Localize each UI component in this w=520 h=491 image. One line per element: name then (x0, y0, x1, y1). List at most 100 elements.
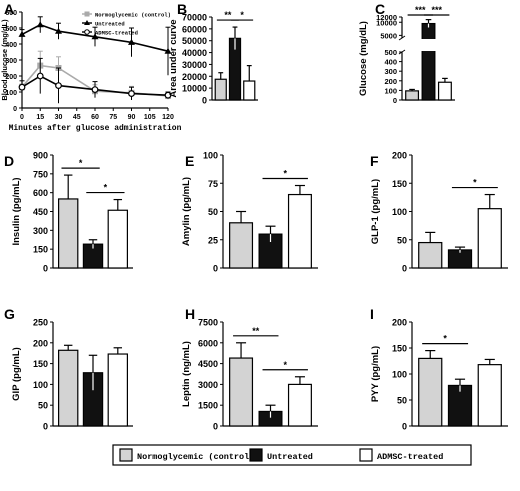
x-tick-label: 0 (20, 114, 24, 121)
y-tick-label: 0 (393, 96, 397, 105)
y-axis-label: Amylin (pg/mL) (181, 177, 192, 246)
y-tick-label: 100 (392, 370, 407, 380)
data-point-admsc (18, 83, 26, 91)
y-tick-label: 40000 (182, 48, 207, 58)
y-tick-label: 600 (33, 188, 48, 198)
panel-letter-A: A (4, 1, 14, 17)
y-tick-label: 150 (33, 359, 48, 369)
y-tick-label: 0 (402, 422, 407, 432)
legend-label-admsc: ADMSC-treated (377, 452, 443, 462)
legend-marker-untreated (84, 20, 90, 25)
data-point-admsc (91, 86, 99, 93)
y-axis-label: GLP-1 (pg/mL) (370, 179, 381, 244)
y-tick-label: 12000 (376, 13, 397, 22)
significance-label: *** (415, 5, 426, 15)
y-tick-label: 100 (5, 90, 17, 97)
significance-label: ** (224, 10, 232, 20)
y-tick-label: 0 (213, 422, 218, 432)
y-tick-label: 0 (402, 264, 407, 274)
bar-admsc (477, 208, 502, 269)
y-tick-label: 450 (33, 207, 48, 217)
y-tick-label: 50000 (182, 36, 207, 46)
legend-label: Normoglycemic (control) (95, 12, 171, 19)
panel-E: 0 25 50 75 100 Amylin (pg/mL) * (181, 151, 318, 274)
y-tick-label: 300 (5, 58, 17, 65)
y-tick-label: 250 (33, 318, 48, 328)
panel-A: 0 100 200 300 400 500 600 0 15 30 45 60 75 90 105 120 Mi… (0, 10, 182, 133)
y-axis-label: Insulin (pg/mL) (11, 177, 22, 245)
legend-label: ADMSC-treated (95, 30, 138, 37)
axis-break-mark (398, 35, 406, 41)
axis-break-gap (421, 39, 436, 51)
y-tick-label: 100 (392, 207, 407, 217)
bar-control (405, 90, 420, 101)
x-tick-label: 90 (128, 114, 136, 121)
data-point-admsc (128, 90, 135, 97)
y-tick-label: 200 (384, 77, 397, 86)
bar-control (229, 222, 254, 269)
y-tick-label: 25 (208, 235, 218, 245)
significance-label: *** (431, 5, 442, 15)
y-tick-label: 1500 (198, 401, 218, 411)
panel-G: 0 50 100 150 200 250 GIP (pg/mL) (11, 318, 133, 432)
legend-label-control: Normoglycemic (control) (137, 452, 254, 462)
significance-label: * (283, 360, 287, 370)
y-tick-label: 200 (33, 338, 48, 348)
y-axis-label: Glucose (mg/dL) (358, 21, 369, 96)
y-tick-label: 750 (33, 169, 48, 179)
y-axis-label: PYY (pg/mL) (370, 346, 381, 402)
data-point-untreated (18, 30, 26, 37)
y-tick-label: 10000 (376, 18, 397, 27)
y-tick-label: 400 (384, 58, 397, 67)
legend-marker-admsc (84, 29, 90, 35)
y-tick-label: 30000 (182, 60, 207, 70)
data-point-untreated (36, 21, 44, 28)
series-line-admsc (21, 75, 169, 96)
y-tick-label: 50 (208, 207, 218, 217)
data-point-admsc (164, 91, 172, 99)
y-tick-label: 500 (384, 48, 397, 57)
series-line-untreated (21, 23, 169, 52)
x-tick-label: 45 (73, 114, 81, 121)
panel-letter-F: F (370, 153, 379, 169)
y-tick-label: 6000 (198, 338, 218, 348)
legend-label: Untreated (95, 21, 125, 28)
y-tick-label: 200 (392, 318, 407, 328)
x-axis-label: Minutes after glucose administration (9, 124, 182, 133)
x-tick-label: 30 (55, 114, 63, 121)
y-axis-label: Area under curve (168, 19, 179, 97)
bar-untreated (421, 22, 436, 101)
bar-admsc (107, 353, 128, 427)
y-tick-label: 0 (43, 264, 48, 274)
y-tick-label: 60000 (182, 24, 207, 34)
y-tick-label: 100 (33, 380, 48, 390)
bar-admsc (437, 81, 452, 101)
data-point-untreated (91, 33, 99, 40)
bar-control (418, 241, 443, 269)
y-tick-label: 900 (33, 151, 48, 161)
y-tick-label: 150 (33, 245, 48, 255)
y-tick-label: 3000 (198, 380, 218, 390)
y-tick-label: 50 (397, 396, 407, 406)
y-tick-label: 0 (213, 264, 218, 274)
legend-swatch-untreated (249, 448, 263, 462)
y-tick-label: 7500 (198, 318, 218, 328)
x-tick-label: 105 (144, 114, 156, 121)
panel-letter-I: I (370, 306, 374, 322)
significance-label: * (104, 183, 108, 193)
y-tick-label: 100 (203, 151, 218, 161)
panel-D: 0 150 300 450 600 750 900 Insulin (pg/mL) * * (11, 151, 133, 274)
data-point-untreated (128, 38, 135, 45)
legend-box (112, 444, 472, 466)
y-tick-label: 4500 (198, 359, 218, 369)
x-tick-label: 120 (162, 114, 174, 121)
significance-label: * (473, 178, 477, 188)
x-tick-label: 60 (91, 114, 99, 121)
y-tick-label: 20000 (182, 72, 207, 82)
y-tick-label: 50 (397, 235, 407, 245)
bar-admsc (477, 364, 502, 427)
bar-control (229, 357, 254, 427)
bar-admsc (287, 383, 312, 427)
bar-control (214, 78, 227, 101)
